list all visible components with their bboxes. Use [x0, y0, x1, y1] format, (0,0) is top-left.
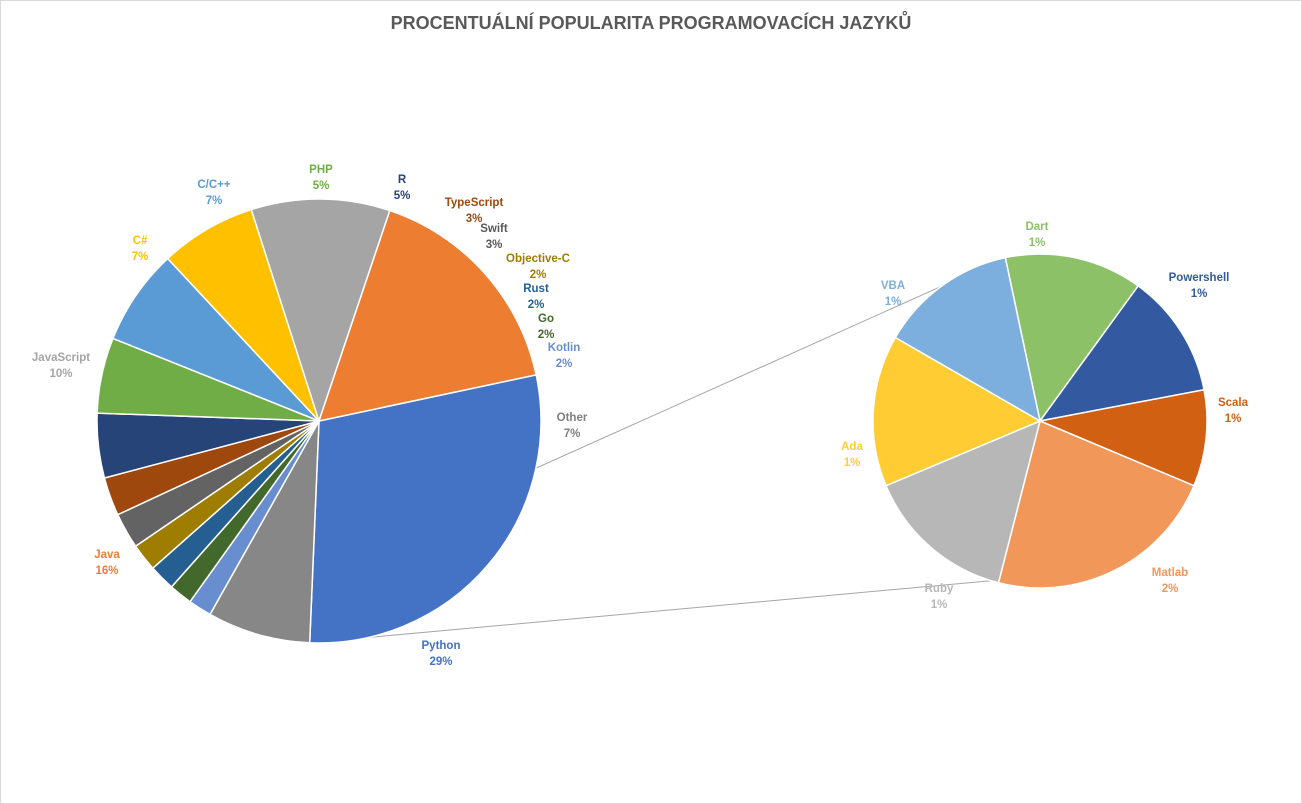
primary-slice-other [208, 420, 320, 644]
primary-pct-c-c: 7% [206, 195, 223, 207]
secondary-label-powershell: Powershell [1169, 272, 1230, 284]
primary-pct-go: 2% [538, 329, 555, 341]
primary-label-java: Java [94, 549, 120, 561]
primary-pct-other: 7% [564, 428, 581, 440]
secondary-slice-ruby [885, 419, 1042, 584]
secondary-pct-powershell: 1% [1191, 288, 1208, 300]
primary-pct-typescript: 3% [466, 213, 483, 225]
secondary-pie [872, 253, 1208, 589]
primary-pct-objective-c: 2% [530, 269, 547, 281]
secondary-pct-scala: 1% [1225, 413, 1242, 425]
secondary-pct-matlab: 2% [1162, 583, 1179, 595]
primary-label-r: R [398, 174, 407, 186]
primary-label-kotlin: Kotlin [548, 342, 581, 354]
secondary-label-vba: VBA [881, 280, 905, 292]
primary-label-swift: Swift [480, 223, 508, 235]
primary-pct-php: 5% [313, 180, 330, 192]
primary-pct-kotlin: 2% [556, 358, 573, 370]
secondary-pct-ada: 1% [844, 457, 861, 469]
primary-label-python: Python [422, 640, 461, 652]
primary-label-c: C# [133, 235, 148, 247]
secondary-label-dart: Dart [1025, 221, 1048, 233]
secondary-pct-dart: 1% [1029, 237, 1046, 249]
secondary-slice-vba [894, 256, 1042, 423]
primary-pct-rust: 2% [528, 299, 545, 311]
primary-label-other: Other [557, 412, 588, 424]
secondary-label-ruby: Ruby [925, 583, 954, 595]
secondary-slice-ada [872, 336, 1042, 487]
primary-label-typescript: TypeScript [445, 197, 504, 209]
secondary-label-ada: Ada [841, 441, 863, 453]
primary-pct-java: 16% [95, 565, 118, 577]
data-labels: Python29%Other7%Kotlin2%Go2%Rust2%Object… [32, 164, 1249, 668]
primary-slice-javascript [250, 198, 391, 424]
primary-label-php: PHP [309, 164, 333, 176]
primary-pct-python: 29% [429, 656, 452, 668]
primary-pct-javascript: 10% [49, 368, 72, 380]
primary-slice-python [308, 373, 542, 644]
chart-title: PROCENTUÁLNÍ POPULARITA PROGRAMOVACÍCH J… [391, 11, 912, 33]
primary-pct-swift: 3% [486, 239, 503, 251]
primary-label-go: Go [538, 313, 554, 325]
primary-pct-r: 5% [394, 190, 411, 202]
secondary-pct-vba: 1% [885, 296, 902, 308]
secondary-slice-matlab [997, 419, 1195, 589]
secondary-pct-ruby: 1% [931, 599, 948, 611]
primary-label-c-c: C/C++ [197, 179, 231, 191]
primary-slice-java [317, 209, 538, 423]
connector-line-bottom [309, 580, 992, 644]
primary-label-rust: Rust [523, 283, 549, 295]
primary-label-objective-c: Objective-C [506, 253, 570, 265]
secondary-slice-scala [1037, 388, 1208, 487]
secondary-label-matlab: Matlab [1152, 567, 1188, 579]
secondary-slice-powershell [1038, 284, 1205, 423]
secondary-label-scala: Scala [1218, 397, 1249, 409]
primary-pie [96, 198, 542, 644]
secondary-slice-dart [1004, 253, 1140, 423]
primary-pct-c: 7% [132, 251, 149, 263]
primary-label-javascript: JavaScript [32, 352, 90, 364]
